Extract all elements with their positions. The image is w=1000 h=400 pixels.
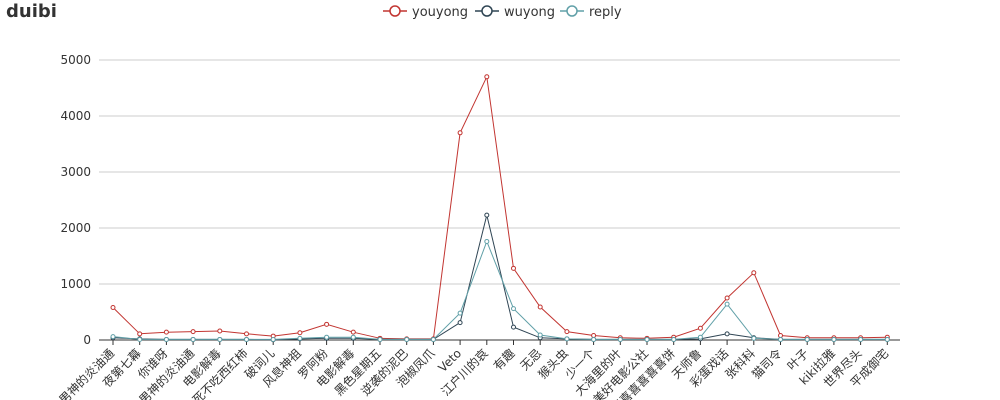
data-point-reply[interactable]: [511, 306, 516, 312]
legend-marker: [566, 5, 578, 17]
data-point-youyong[interactable]: [297, 330, 303, 336]
data-point-youyong[interactable]: [217, 328, 223, 334]
legend-marker: [389, 5, 401, 17]
grid-layer: [99, 59, 900, 285]
data-point-reply[interactable]: [564, 336, 570, 342]
data-point-reply[interactable]: [644, 336, 650, 342]
series-line-wuyong: [112, 214, 888, 341]
data-point-reply[interactable]: [671, 336, 677, 342]
y-tick-label: 4000: [60, 109, 91, 123]
data-point-reply[interactable]: [137, 336, 143, 342]
data-point-youyong[interactable]: [537, 304, 543, 310]
legend-item-youyong[interactable]: youyong: [383, 5, 468, 20]
data-point-youyong[interactable]: [110, 305, 116, 311]
data-point-youyong[interactable]: [591, 333, 597, 339]
y-tick-label: 3000: [60, 165, 91, 179]
data-point-youyong[interactable]: [724, 295, 730, 301]
y-tick-label: 1000: [60, 277, 91, 291]
data-point-reply[interactable]: [217, 336, 223, 342]
data-point-reply[interactable]: [884, 336, 890, 342]
data-point-wuyong[interactable]: [724, 331, 730, 337]
y-tick-label: 5000: [60, 53, 91, 67]
legend-label: reply: [589, 5, 622, 20]
series-line-youyong: [112, 75, 888, 340]
legend-item-wuyong[interactable]: wuyong: [475, 5, 555, 20]
data-point-reply[interactable]: [804, 336, 810, 342]
data-point-youyong[interactable]: [751, 270, 757, 276]
data-point-youyong[interactable]: [778, 333, 783, 339]
data-point-reply[interactable]: [430, 336, 436, 342]
series-layer: [110, 74, 890, 343]
data-point-reply[interactable]: [244, 336, 249, 342]
data-point-youyong[interactable]: [350, 329, 356, 335]
data-point-youyong[interactable]: [457, 130, 463, 136]
y-tick-label: 2000: [60, 221, 91, 235]
data-point-wuyong[interactable]: [457, 320, 463, 326]
data-point-reply[interactable]: [751, 335, 757, 341]
data-point-reply[interactable]: [404, 336, 410, 342]
data-point-reply[interactable]: [350, 334, 356, 340]
chart-title: duibi: [6, 1, 57, 22]
data-point-reply[interactable]: [297, 335, 303, 341]
data-point-youyong[interactable]: [511, 265, 516, 271]
legend-label: wuyong: [504, 5, 555, 20]
data-point-reply[interactable]: [778, 336, 783, 342]
x-tick-label: 有趣: [490, 346, 518, 374]
data-point-youyong[interactable]: [697, 325, 703, 331]
data-point-youyong[interactable]: [484, 74, 490, 80]
data-point-reply[interactable]: [537, 332, 543, 338]
x-tick-label: 猫司令: [749, 346, 785, 382]
legend-label: youyong: [412, 5, 468, 20]
data-point-reply[interactable]: [831, 336, 837, 342]
data-point-reply[interactable]: [591, 336, 597, 342]
data-point-reply[interactable]: [724, 301, 730, 307]
data-point-reply[interactable]: [110, 334, 116, 340]
series-line-reply: [112, 240, 888, 340]
data-point-reply[interactable]: [484, 238, 490, 244]
axis-layer: 010002000300040005000男神的炎油通夜第七幕你谁呀男神的炎油通…: [56, 53, 900, 400]
data-point-reply[interactable]: [270, 336, 276, 342]
data-point-youyong[interactable]: [137, 331, 143, 337]
data-point-youyong[interactable]: [244, 331, 249, 337]
data-point-wuyong[interactable]: [511, 324, 516, 330]
data-point-reply[interactable]: [377, 336, 383, 342]
legend-item-reply[interactable]: reply: [560, 5, 622, 20]
data-point-reply[interactable]: [324, 334, 330, 340]
data-point-wuyong[interactable]: [484, 212, 490, 218]
data-point-youyong[interactable]: [163, 329, 169, 335]
data-point-reply[interactable]: [163, 336, 169, 342]
data-point-reply[interactable]: [697, 334, 703, 340]
data-point-youyong[interactable]: [324, 321, 330, 327]
data-point-youyong[interactable]: [564, 329, 570, 335]
y-tick-label: 0: [83, 333, 91, 347]
data-point-youyong[interactable]: [190, 329, 196, 335]
data-point-reply[interactable]: [858, 336, 864, 342]
data-point-reply[interactable]: [190, 336, 196, 342]
data-point-reply[interactable]: [617, 336, 623, 342]
legend-marker: [481, 5, 493, 17]
data-point-reply[interactable]: [457, 310, 463, 316]
legend[interactable]: youyong wuyong reply: [383, 5, 622, 20]
